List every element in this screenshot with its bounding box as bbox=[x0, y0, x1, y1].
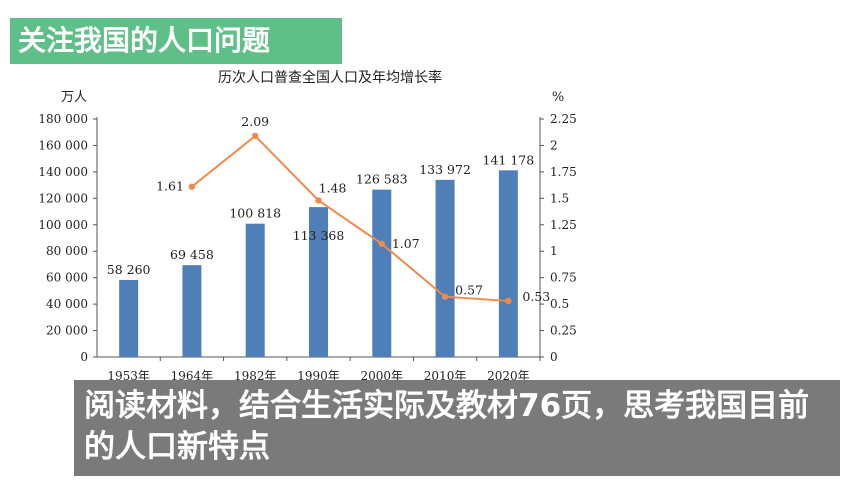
y-left-tick-label: 40 000 bbox=[46, 297, 88, 311]
y-right-tick-label: 0.5 bbox=[550, 297, 569, 311]
y-left-tick-label: 180 000 bbox=[38, 112, 88, 126]
population-bar-label: 126 583 bbox=[356, 172, 408, 187]
x-tick-label: 2000年 bbox=[361, 369, 404, 383]
y-left-tick-label: 80 000 bbox=[46, 244, 88, 258]
growth-rate-label: 1.61 bbox=[156, 179, 184, 194]
growth-rate-label: 0.53 bbox=[522, 289, 550, 304]
y-right-tick-label: 0 bbox=[550, 350, 558, 364]
growth-rate-label: 1.48 bbox=[319, 180, 347, 195]
population-bar-label: 100 818 bbox=[229, 206, 281, 221]
chart-title: 历次人口普查全国人口及年均增长率 bbox=[218, 69, 442, 86]
x-tick-label: 1990年 bbox=[297, 369, 340, 383]
y-left-tick-label: 120 000 bbox=[38, 191, 88, 205]
y-right-tick-label: 1 bbox=[550, 244, 558, 258]
growth-rate-point bbox=[441, 293, 449, 300]
growth-rate-label: 0.57 bbox=[455, 283, 483, 298]
population-bar bbox=[498, 170, 518, 357]
x-tick-label: 2010年 bbox=[424, 369, 467, 383]
growth-rate-point bbox=[315, 197, 322, 204]
line-series bbox=[188, 132, 512, 305]
line-data-labels: 1.61 2.09 1.48 1.07 0.57 0.53 bbox=[156, 114, 550, 304]
growth-rate-line bbox=[191, 134, 509, 302]
x-tick-labels: 1953年 1964年 1982年 1990年 2000年 2010年 2020年 bbox=[107, 357, 541, 383]
growth-rate-label: 2.09 bbox=[241, 114, 269, 129]
y-right-unit: % bbox=[552, 90, 564, 105]
population-bar bbox=[372, 189, 392, 357]
y-left-tick-label: 140 000 bbox=[38, 165, 88, 179]
topic-banner: 关注我国的人口问题 bbox=[10, 18, 342, 64]
population-bar-label: 58 260 bbox=[107, 262, 151, 277]
y-left-tick-label: 100 000 bbox=[38, 218, 88, 232]
y-left-ticks: 0 20 000 40 000 60 000 80 000 100 000 120 000 1… bbox=[38, 112, 97, 364]
question-box: 阅读材料，结合生活实际及教材76页，思考我国目前的人口新特点 bbox=[74, 380, 840, 476]
y-left-tick-label: 0 bbox=[80, 350, 88, 364]
growth-rate-point bbox=[188, 183, 196, 190]
population-bar bbox=[182, 265, 202, 357]
population-bar-label: 141 178 bbox=[483, 152, 535, 167]
x-tick-label: 1982年 bbox=[234, 369, 277, 383]
growth-rate-point bbox=[378, 240, 385, 248]
y-left-tick-label: 160 000 bbox=[38, 138, 88, 152]
population-bar-label: 133 972 bbox=[419, 162, 471, 177]
y-right-tick-label: 2 bbox=[550, 138, 558, 152]
growth-rate-point bbox=[505, 297, 512, 305]
y-right-tick-label: 1.5 bbox=[550, 191, 569, 205]
y-right-ticks: 0 0.25 0.5 0.75 1 1.25 1.5 1.75 2 2.25 bbox=[540, 112, 577, 364]
y-right-tick-label: 0.75 bbox=[550, 271, 577, 285]
growth-rate-point bbox=[252, 132, 259, 140]
y-right-tick-label: 0.25 bbox=[550, 324, 577, 338]
y-left-tick-label: 20 000 bbox=[46, 324, 88, 338]
bar-series bbox=[119, 170, 518, 357]
y-right-tick-label: 2.25 bbox=[550, 112, 577, 126]
population-bar bbox=[119, 279, 139, 357]
y-right-tick-label: 1.25 bbox=[550, 218, 577, 232]
population-bar bbox=[245, 223, 265, 357]
x-tick-label: 2020年 bbox=[487, 369, 530, 383]
population-bar-label: 113 368 bbox=[293, 228, 345, 243]
growth-rate-label: 1.07 bbox=[392, 236, 420, 251]
population-bar-label: 69 458 bbox=[170, 247, 214, 262]
x-tick-label: 1953年 bbox=[107, 369, 150, 383]
y-right-tick-label: 1.75 bbox=[550, 165, 577, 179]
y-left-tick-label: 60 000 bbox=[46, 271, 88, 285]
population-bar bbox=[435, 179, 455, 357]
y-left-unit: 万人 bbox=[61, 90, 87, 105]
bar-data-labels: 58 260 69 458 100 818 113 368 126 583 133 972… bbox=[107, 152, 534, 277]
population-bar bbox=[309, 207, 328, 357]
x-tick-label: 1964年 bbox=[171, 369, 214, 383]
